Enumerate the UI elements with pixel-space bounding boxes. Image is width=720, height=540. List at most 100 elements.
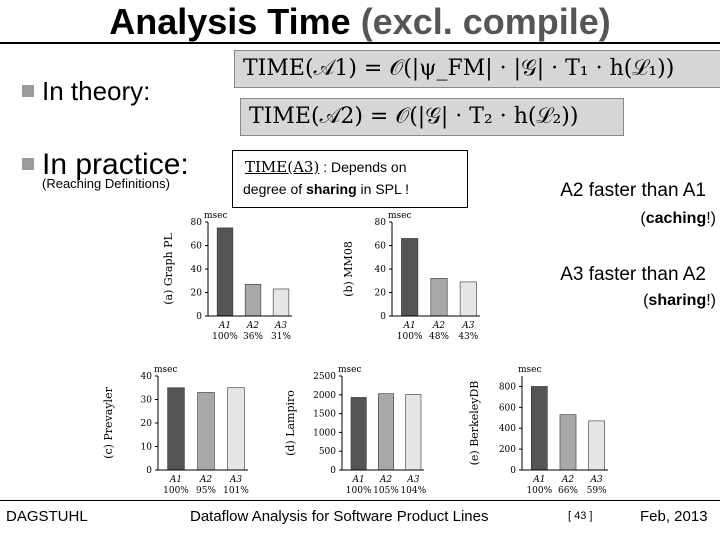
chart-bar-a3 bbox=[405, 394, 422, 471]
chart-lampiro: (d) Lampiro msec 0 500 1000 1500 2000 2500 A1 100… bbox=[282, 362, 432, 498]
chart-ylabel: (d) Lampiro bbox=[284, 390, 297, 456]
chart-percent-label: 95% bbox=[196, 486, 216, 496]
result2-a: A3 bbox=[560, 264, 584, 285]
bullet-square-icon bbox=[22, 85, 34, 98]
footer-page-number: [ 43 ] bbox=[568, 510, 593, 522]
chart-bar-a1 bbox=[167, 387, 185, 471]
chart-category-label: A2 bbox=[432, 321, 445, 331]
chart-berkeleydb: (e) BerkeleyDB msec 0 200 400 600 800 A1 100% A2 6… bbox=[466, 362, 616, 498]
chart-percent-label: 31% bbox=[271, 332, 291, 342]
bullet-practice-subtitle: (Reaching Definitions) bbox=[42, 176, 170, 191]
result2-mid: faster than bbox=[583, 264, 683, 285]
chart-y-tick-label: 600 bbox=[499, 403, 516, 413]
chart-unit-label: msec bbox=[338, 365, 362, 375]
chart-category-label: A2 bbox=[379, 475, 392, 485]
title-main: Analysis Time bbox=[109, 1, 361, 42]
chart-category-label: A3 bbox=[461, 321, 474, 331]
chart-y-tick-label: 0 bbox=[510, 466, 516, 476]
chart-y-tick-label: 2500 bbox=[313, 372, 336, 382]
result1-b: A1 bbox=[682, 180, 706, 201]
chart-ylabel: (c) Prevayler bbox=[102, 386, 115, 458]
title-divider bbox=[0, 42, 720, 44]
formula-a2: TIME(𝒜2) = 𝒪(|𝒢| · T₂ · h(ℒ₂)) bbox=[240, 98, 624, 136]
formula-a3-box: TIME(A3) : Depends on degree of sharing … bbox=[232, 150, 468, 208]
chart-percent-label: 100% bbox=[346, 486, 372, 496]
chart-percent-label: 36% bbox=[243, 332, 263, 342]
chart-y-tick-label: 0 bbox=[196, 312, 202, 322]
chart-y-tick-label: 20 bbox=[141, 419, 153, 429]
chart-y-tick-label: 1500 bbox=[313, 410, 336, 420]
chart-bar-a3 bbox=[227, 387, 245, 471]
chart-category-label: A1 bbox=[218, 321, 231, 331]
formula-a3-text2: in SPL ! bbox=[356, 181, 410, 197]
result1-a: A2 bbox=[560, 180, 584, 201]
chart-y-tick-label: 200 bbox=[499, 445, 516, 455]
chart-y-tick-label: 1000 bbox=[313, 428, 336, 438]
chart-percent-label: 43% bbox=[458, 332, 478, 342]
chart-unit-label: msec bbox=[518, 365, 542, 375]
chart-y-tick-label: 20 bbox=[375, 289, 387, 299]
chart-y-tick-label: 800 bbox=[499, 382, 516, 392]
chart-bar-a3 bbox=[459, 281, 477, 317]
chart-unit-label: msec bbox=[204, 211, 228, 221]
result1-reason: (caching!) bbox=[520, 210, 716, 228]
chart-unit-label: msec bbox=[154, 365, 178, 375]
chart-y-tick-label: 400 bbox=[499, 424, 516, 434]
chart-ylabel: (e) BerkeleyDB bbox=[468, 381, 481, 466]
chart-category-label: A3 bbox=[229, 475, 242, 485]
bullet-theory: In theory: bbox=[22, 76, 150, 106]
chart-percent-label: 100% bbox=[526, 486, 552, 496]
result2-paren-word: sharing bbox=[648, 292, 707, 309]
result-a2-faster-a1: A2 faster than A1 bbox=[480, 180, 706, 202]
result1-paren-close: !) bbox=[706, 210, 716, 227]
chart-percent-label: 100% bbox=[397, 332, 423, 342]
bullet-square-icon bbox=[22, 158, 34, 171]
result1-paren-word: caching bbox=[645, 210, 707, 227]
result2-paren-close: !) bbox=[706, 292, 716, 309]
result2-b: A2 bbox=[682, 264, 706, 285]
chart-y-tick-label: 20 bbox=[191, 289, 203, 299]
chart-percent-label: 101% bbox=[223, 486, 249, 496]
chart-category-label: A1 bbox=[169, 475, 182, 485]
bullet-practice-text: In practice: bbox=[42, 148, 189, 181]
chart-bar-a1 bbox=[350, 397, 367, 471]
chart-y-tick-label: 60 bbox=[191, 242, 203, 252]
chart-y-tick-label: 2000 bbox=[313, 391, 336, 401]
chart-percent-label: 66% bbox=[558, 486, 578, 496]
formula-a3-sep: : Depends on bbox=[319, 159, 407, 175]
chart-graph-pl: (a) Graph PL msec 0 20 40 60 80 A1 100% A2 36% A3 31… bbox=[160, 210, 300, 350]
chart-percent-label: 59% bbox=[587, 486, 607, 496]
chart-prevayler: (c) Prevayler msec 0 10 20 30 40 A1 100% A2 95% A3 1… bbox=[100, 362, 260, 498]
chart-ylabel: (b) MM08 bbox=[342, 241, 355, 297]
formula-a3-text1: degree of bbox=[243, 181, 307, 197]
chart-y-tick-label: 500 bbox=[319, 447, 336, 457]
chart-percent-label: 100% bbox=[212, 332, 238, 342]
chart-bar-a1 bbox=[216, 227, 234, 317]
result2-reason: (sharing!) bbox=[520, 292, 716, 310]
chart-percent-label: 48% bbox=[429, 332, 449, 342]
chart-bar-a2 bbox=[378, 393, 394, 471]
chart-bar-a2 bbox=[244, 283, 262, 317]
chart-y-tick-label: 0 bbox=[146, 466, 152, 476]
chart-y-tick-label: 0 bbox=[380, 312, 386, 322]
chart-category-label: A1 bbox=[403, 321, 416, 331]
bullet-theory-text: In theory: bbox=[42, 76, 151, 106]
chart-bar-a3 bbox=[272, 288, 290, 317]
footer-date: Feb, 2013 bbox=[640, 508, 708, 525]
chart-percent-label: 104% bbox=[400, 486, 426, 496]
formula-a3-label: TIME(A3) bbox=[245, 158, 320, 176]
footer-talk-title: Dataflow Analysis for Software Product L… bbox=[190, 508, 489, 525]
formula-a3-bold: sharing bbox=[306, 181, 357, 197]
result2-paren-open: ( bbox=[643, 292, 649, 309]
chart-y-tick-label: 30 bbox=[141, 396, 153, 406]
chart-unit-label: msec bbox=[388, 211, 412, 221]
chart-y-tick-label: 40 bbox=[191, 265, 203, 275]
chart-bar-a2 bbox=[430, 278, 448, 317]
chart-y-tick-label: 0 bbox=[330, 466, 336, 476]
chart-percent-label: 100% bbox=[163, 486, 189, 496]
result1-paren-open: ( bbox=[640, 210, 646, 227]
bullet-practice: In practice: bbox=[22, 150, 189, 180]
